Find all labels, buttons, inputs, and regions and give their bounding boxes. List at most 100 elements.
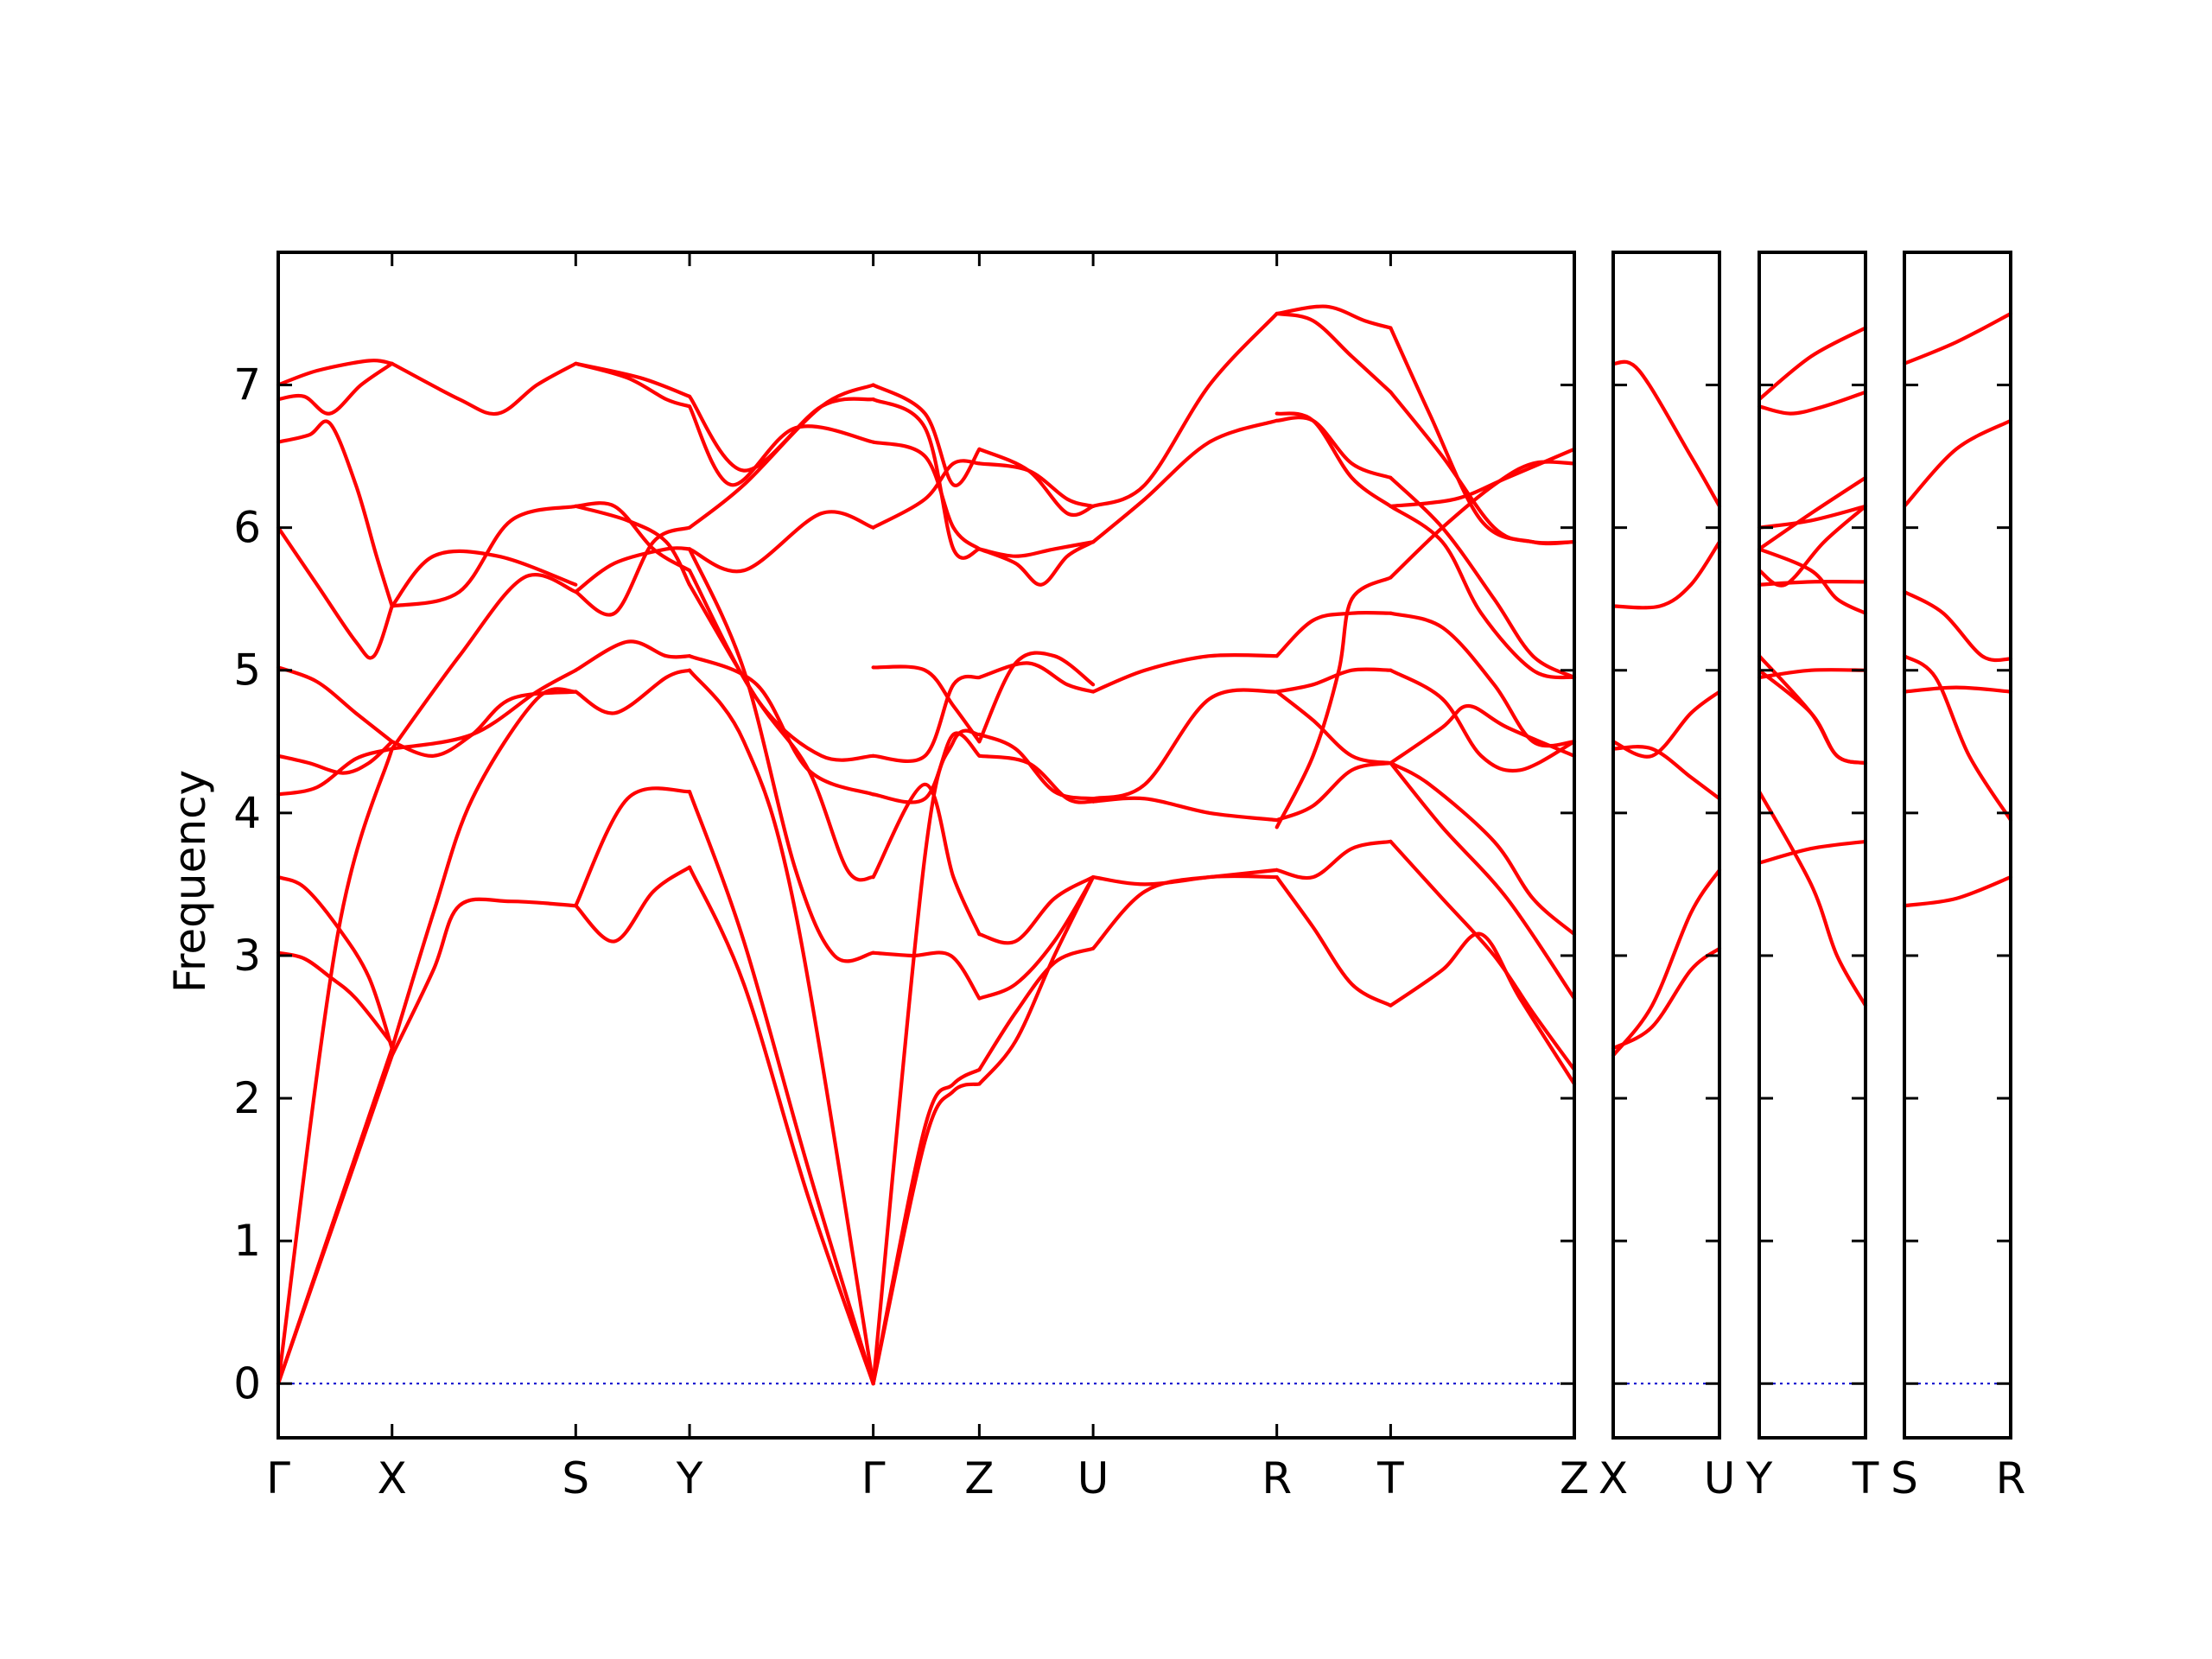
band-line [390,668,578,751]
x-tick-label: U [1077,1453,1109,1503]
band-line [574,786,692,908]
band-line [276,1046,394,1386]
band-line [1274,311,1393,394]
band-line [1757,504,1868,530]
band-line [276,525,394,660]
band-line [1274,761,1393,823]
band-line [1274,411,1393,508]
band-line [871,950,982,1001]
band-line [977,540,1096,587]
band-line [1902,654,2013,823]
band-line [1389,447,1577,508]
band-line [1091,874,1279,950]
band-line [574,865,692,944]
band-line [871,397,982,560]
band-line [276,359,394,387]
x-tick-label: U [1704,1453,1736,1503]
y-axis-label: Frequency [165,770,215,993]
x-tick-label: Z [964,1453,994,1503]
band-line [1389,931,1577,1086]
band-line [390,573,578,751]
band-line [1757,654,1868,766]
x-tick-label: R [1996,1453,2026,1503]
plot-frame [1611,251,1721,1440]
band-line [977,661,1096,694]
plot-frame [1903,251,2012,1440]
band-line [1611,868,1722,1058]
band-line [687,790,875,1386]
band-line [390,504,578,608]
band-line [687,394,875,473]
band-line [574,504,692,587]
band-line [276,950,394,1046]
band-line [871,1082,982,1386]
plot-frame [1758,251,1867,1440]
band-line [390,687,578,1051]
x-tick-label: X [378,1453,407,1503]
band-line [977,875,1096,1086]
band-line [1274,304,1393,330]
band-line [1091,652,1279,694]
band-line [276,419,394,608]
band-line [1389,326,1577,546]
band-line [1389,839,1577,1072]
band-line [871,674,982,764]
band-line [1902,311,2013,365]
band-line [977,732,1096,801]
y-tick-label: 7 [233,360,261,410]
band-line [687,865,875,1386]
band-line [1757,790,1868,1007]
band-line [1389,668,1577,773]
band-line [276,875,394,1051]
band-line [1611,745,1722,801]
band-line [1274,610,1393,658]
y-tick-label: 6 [233,503,261,553]
band-line [687,510,875,574]
band-line [574,639,692,672]
band-line [1902,418,2013,508]
band-line [871,782,982,937]
x-tick-label: S [1891,1453,1918,1503]
x-tick-label: T [1376,1453,1404,1503]
band-line [1757,475,1868,551]
band-line [977,753,1096,804]
band-line [1091,311,1279,508]
x-tick-label: X [1599,1453,1628,1503]
x-tick-label: Γ [266,1453,290,1503]
band-line [1611,540,1722,610]
band-line [977,447,1096,518]
band-line [1274,690,1393,766]
band-line [1611,946,1722,1051]
band-line [1091,868,1279,887]
band-line [687,383,875,530]
band-line [1757,839,1868,865]
band-line [1274,839,1393,880]
band-line [1389,475,1577,680]
band-line [687,569,875,762]
band-line [1091,796,1279,823]
band-line [390,361,578,416]
x-tick-label: Z [1560,1453,1589,1503]
band-line [276,747,394,1386]
x-tick-label: Y [676,1453,703,1503]
band-line [1902,589,2013,663]
band-line [1757,580,1868,587]
band-line [871,383,982,487]
band-line [390,897,578,1058]
band-line [1274,667,1393,694]
band-line [574,668,692,715]
band-line [871,664,982,744]
plot-frame [276,251,1576,1440]
band-line [871,731,982,804]
band-line [1757,390,1868,416]
band-line [1611,359,1722,508]
band-line [977,875,1096,945]
panel-1: Γ X S Y Γ Z U R T Z 0 1 2 3 4 5 6 7 [233,251,1589,1503]
band-line [1389,611,1577,748]
band-line [574,361,692,398]
